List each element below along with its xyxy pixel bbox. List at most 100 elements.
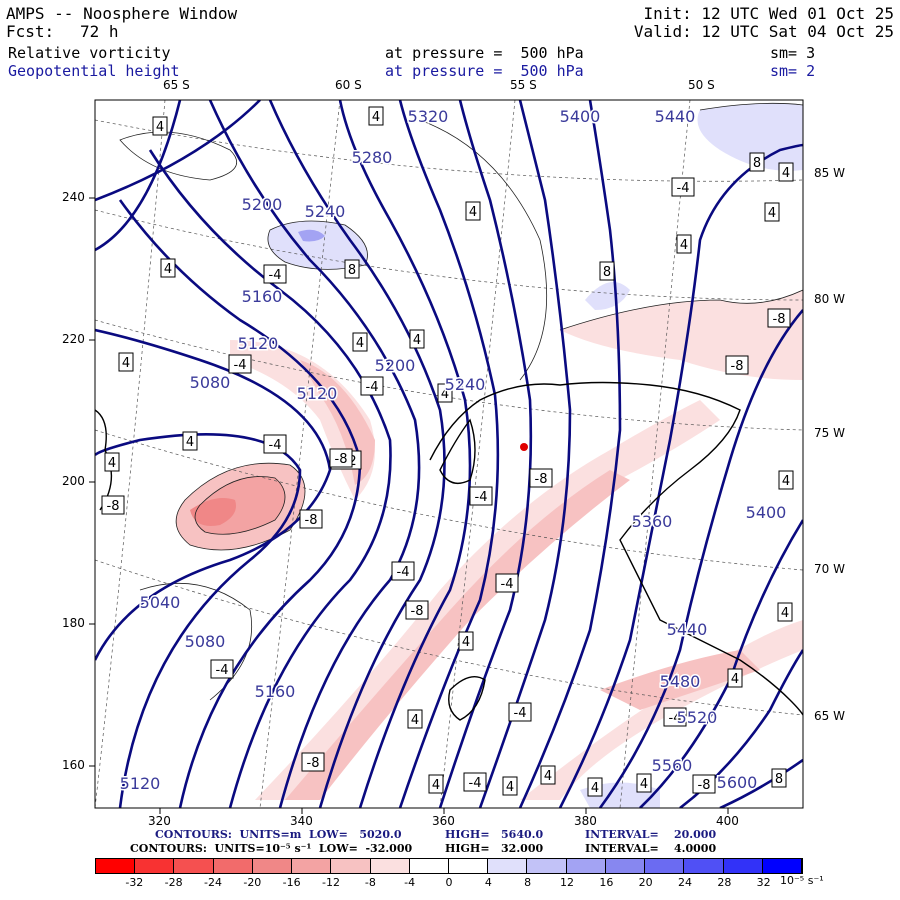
graticule — [95, 100, 803, 808]
svg-text:4: 4 — [372, 110, 380, 125]
vorticity-label: -4 — [228, 354, 252, 374]
svg-text:-8: -8 — [335, 452, 348, 467]
height-label: 5200 — [242, 195, 283, 214]
height-label: 5120 — [297, 384, 338, 403]
x-tick: 360 — [432, 814, 455, 828]
colorbar-tick-label: -28 — [164, 876, 183, 889]
svg-text:-4: -4 — [397, 565, 410, 580]
vorticity-label: -4 — [463, 772, 487, 792]
svg-text:-8: -8 — [305, 513, 318, 528]
colorbar-tick-label: -16 — [282, 876, 301, 889]
vorticity-label: 4 — [160, 258, 176, 278]
svg-text:-8: -8 — [731, 359, 744, 374]
vorticity-label: 4 — [676, 234, 692, 254]
vorticity-label: 4 — [152, 116, 168, 136]
svg-text:-4: -4 — [669, 711, 682, 726]
colorbar-swatch — [331, 859, 371, 873]
window-title: AMPS -- Noosphere Window — [6, 4, 238, 23]
svg-text:4: 4 — [411, 713, 419, 728]
y-tick: 160 — [62, 758, 85, 772]
height-label: 5600 — [717, 773, 758, 792]
vorticity-label: -4 — [469, 486, 493, 506]
colorbar-ticks: -32 -28 -24 -20 -16 -12 -8 -4 0 4 8 12 16 20 24 28 32 — [95, 876, 803, 890]
vorticity-label: -8 — [301, 752, 325, 772]
vorticity-label: 4 — [777, 602, 793, 622]
svg-text:4: 4 — [680, 238, 688, 253]
height-label: 5480 — [660, 672, 701, 691]
svg-text:-4: -4 — [366, 380, 379, 395]
vorticity-label: 4 — [778, 162, 794, 182]
height-label: 5200 — [375, 356, 416, 375]
height-label: 5360 — [632, 512, 673, 531]
height-label: 5120 — [238, 334, 279, 353]
svg-text:4: 4 — [413, 333, 421, 348]
vorticity-label: -8 — [329, 448, 353, 468]
vorticity-label: 4 — [407, 709, 423, 729]
svg-text:4: 4 — [731, 672, 739, 687]
svg-text:4: 4 — [768, 206, 776, 221]
colorbar-tick-label: -20 — [243, 876, 262, 889]
field2-smooth: sm= 2 — [770, 62, 816, 80]
x-tick: 340 — [290, 814, 313, 828]
vorticity-label: -4 — [360, 376, 384, 396]
svg-text:4: 4 — [108, 456, 116, 471]
forecast-hours: 72 h — [80, 22, 119, 41]
height-label: 5320 — [408, 107, 449, 126]
vorticity-label: -8 — [101, 495, 125, 515]
coastline — [95, 381, 803, 721]
height-label: 5240 — [445, 375, 486, 394]
colorbar-tick-label: -24 — [204, 876, 222, 889]
colorbar-tick-label: 12 — [560, 876, 574, 889]
height-label: 5440 — [667, 620, 708, 639]
vorticity-label: 4 — [502, 776, 518, 796]
svg-text:-4: -4 — [469, 776, 482, 791]
lat-label: 65 S — [163, 78, 190, 92]
colorbar-tick-label: -32 — [125, 876, 144, 889]
height-label: 5080 — [190, 373, 231, 392]
vorticity-contours — [119, 102, 803, 701]
vorticity-label: 8 — [599, 261, 615, 281]
svg-text:4: 4 — [432, 778, 440, 793]
height-label: 5560 — [652, 756, 693, 775]
contour-high-vort: HIGH= 32.000 — [445, 842, 544, 855]
colorbar — [95, 858, 803, 874]
svg-text:4: 4 — [156, 120, 164, 135]
svg-text:-8: -8 — [535, 472, 548, 487]
height-label: 5240 — [305, 202, 346, 221]
colorbar-swatch — [527, 859, 567, 873]
x-tick: 380 — [574, 814, 597, 828]
vorticity-label: -4 — [495, 573, 519, 593]
height-label: 5080 — [185, 632, 226, 651]
vorticity-label: -4 — [508, 702, 532, 722]
svg-text:4: 4 — [506, 780, 514, 795]
colorbar-tick-label: 32 — [756, 876, 771, 889]
svg-text:-4: -4 — [475, 490, 488, 505]
svg-text:-8: -8 — [698, 778, 711, 793]
height-label: 5400 — [560, 107, 601, 126]
svg-text:8: 8 — [603, 265, 611, 280]
lat-label: 60 S — [335, 78, 362, 92]
lon-label: 85 W — [814, 166, 845, 180]
colorbar-tick-label: -4 — [404, 876, 416, 889]
contour-high-height: HIGH= 5640.0 — [445, 828, 544, 841]
colorbar-swatch — [252, 859, 293, 873]
svg-text:8: 8 — [753, 156, 761, 171]
vorticity-label: 8 — [344, 259, 360, 279]
svg-text:-4: -4 — [269, 268, 282, 283]
vorticity-label: 4 — [636, 773, 652, 793]
vorticity-label: -4 — [263, 264, 287, 284]
vorticity-label: 4 — [182, 431, 198, 451]
colorbar-swatch — [448, 859, 489, 873]
colorbar-swatch — [723, 859, 763, 873]
height-labels: 5320 5400 5440 5280 5200 5240 5160 5120 5080 5200… — [118, 106, 788, 795]
svg-text:4: 4 — [781, 606, 789, 621]
vorticity-label: 4 — [409, 329, 425, 349]
svg-text:-4: -4 — [501, 577, 514, 592]
svg-text:4: 4 — [544, 769, 552, 784]
lon-label: 65 W — [814, 709, 845, 723]
valid-time: Valid: 12 UTC Sat 04 Oct 25 — [633, 22, 894, 41]
contour-info-vort: CONTOURS: UNITS=10⁻⁵ s⁻¹ LOW= -32.000 — [130, 842, 413, 855]
contour-interval-vort: INTERVAL= 4.0000 — [585, 842, 717, 855]
vorticity-label: -8 — [692, 774, 716, 794]
